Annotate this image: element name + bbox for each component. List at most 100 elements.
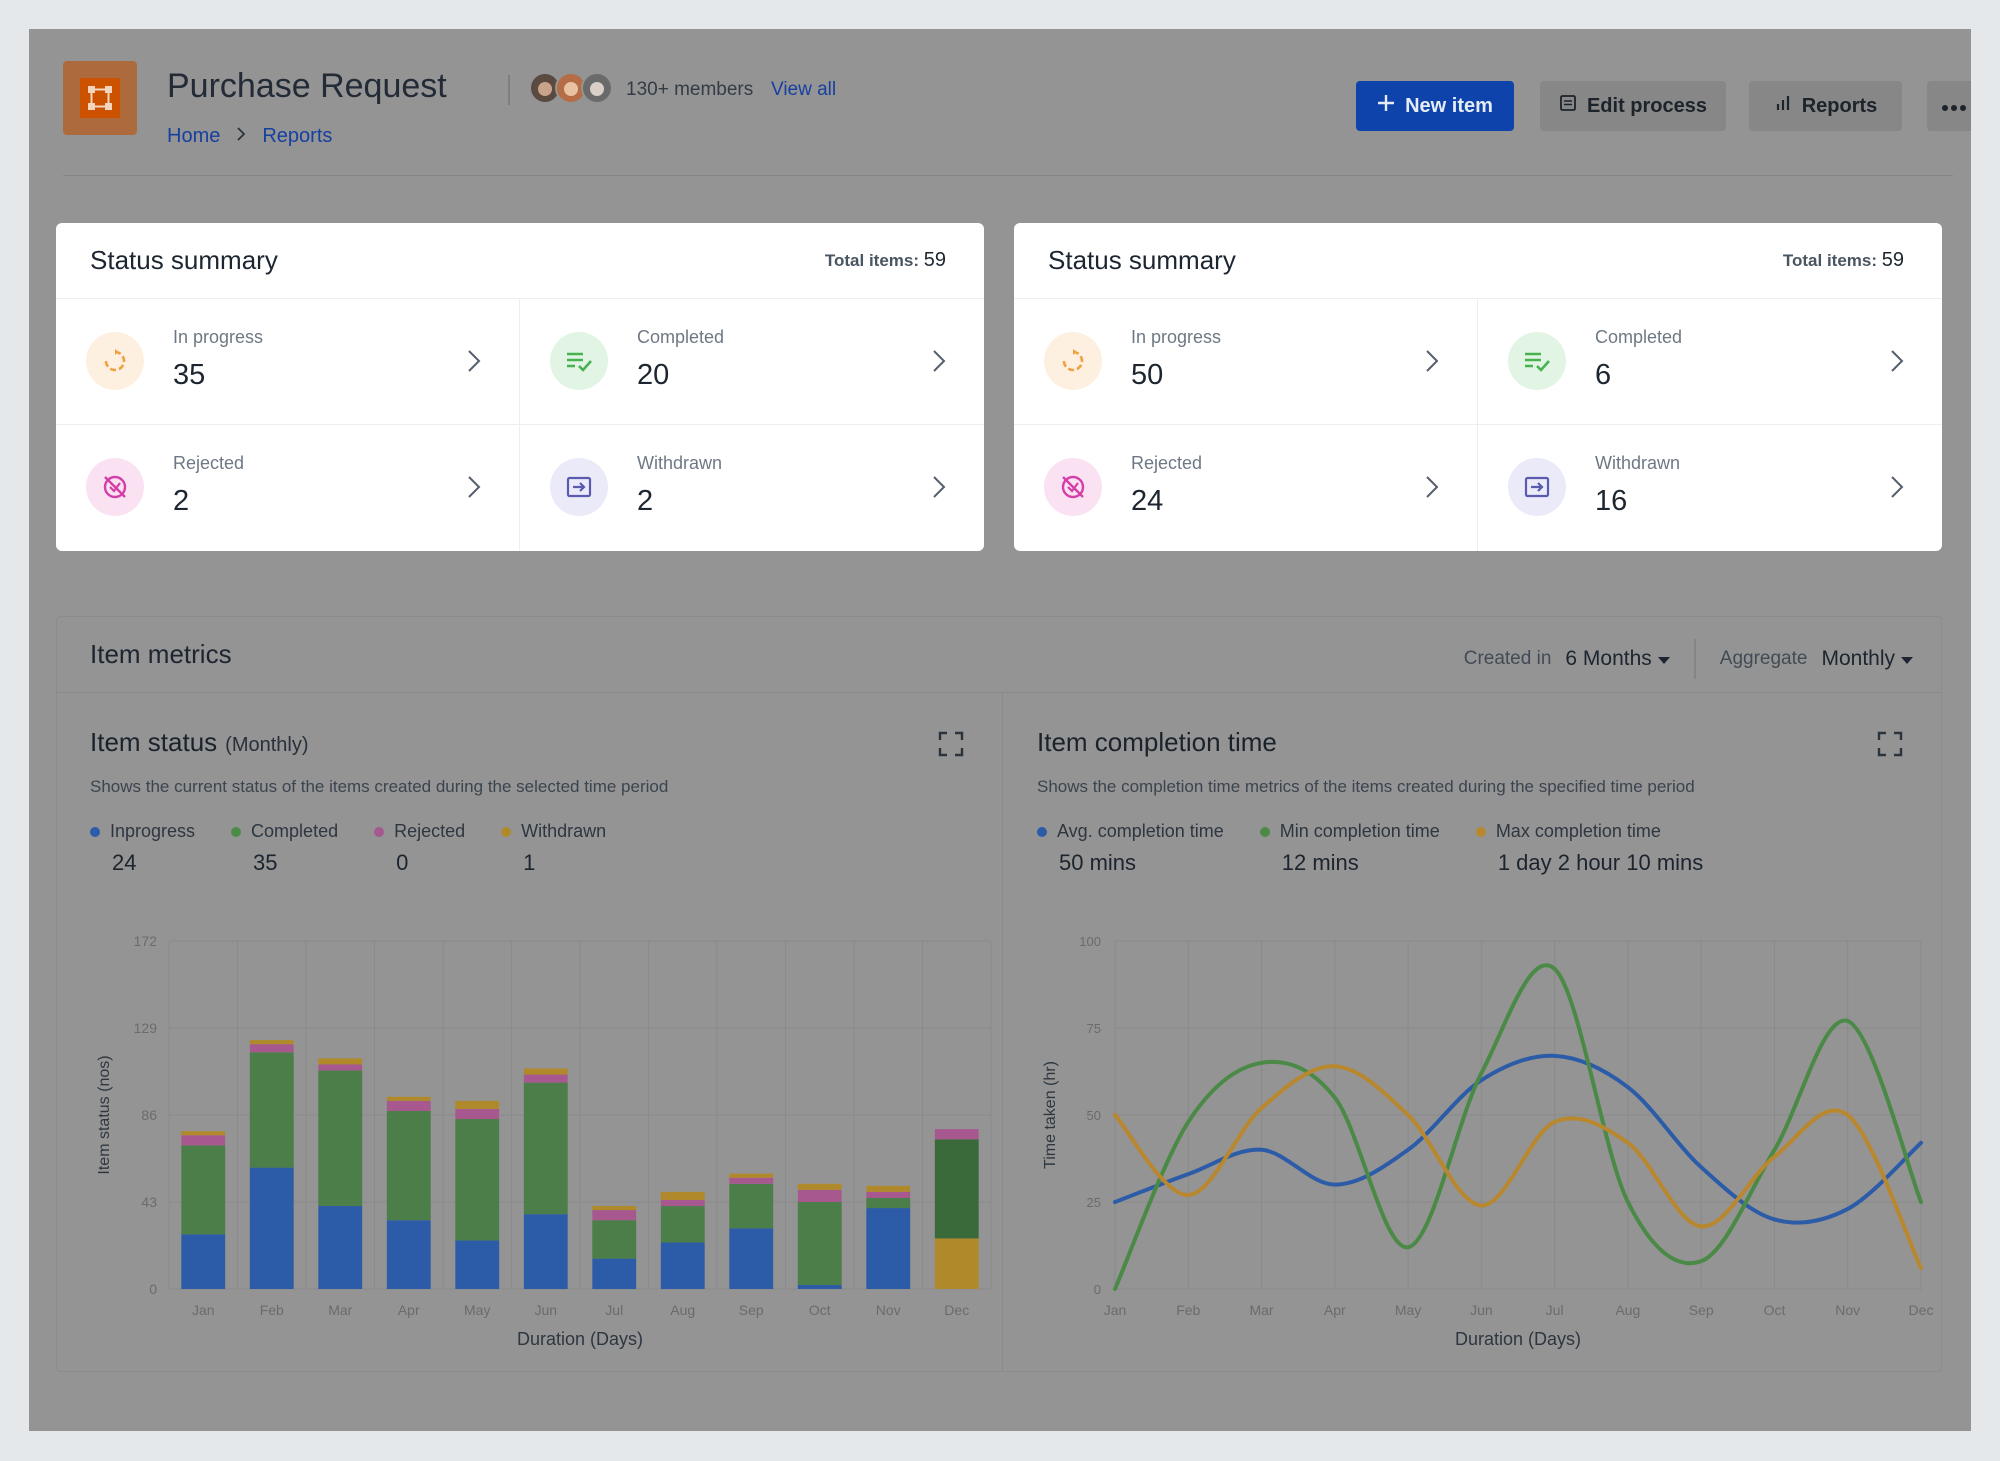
expand-icon[interactable] <box>1877 731 1903 757</box>
breadcrumb-reports[interactable]: Reports <box>262 125 333 147</box>
status-withdrawn[interactable]: Withdrawn 2 <box>520 425 984 551</box>
legend-value: 1 day 2 hour 10 mins <box>1497 850 1704 875</box>
status-value: 20 <box>637 359 670 391</box>
new-item-button[interactable]: New item <box>1356 81 1514 131</box>
chart-description: Shows the completion time metrics of the… <box>1037 777 1695 796</box>
bar-segment <box>797 1202 842 1285</box>
y-tick-label: 43 <box>141 1194 157 1210</box>
status-label: In progress <box>1131 327 1222 347</box>
caret-down-icon <box>1901 647 1913 671</box>
edit-process-button[interactable]: Edit process <box>1540 81 1726 131</box>
list-check-icon <box>550 332 608 390</box>
metrics-header: Item metrics Created in 6 Months Aggrega… <box>57 617 1941 693</box>
bar-segment <box>797 1183 842 1190</box>
x-tick-label: Mar <box>328 1302 352 1318</box>
series-line <box>1113 1053 1923 1225</box>
bar-segment <box>729 1228 774 1289</box>
item-status-title: Item status (Monthly) <box>90 727 309 758</box>
status-rejected[interactable]: Rejected 2 <box>56 425 520 551</box>
legend-label: Rejected <box>394 821 466 841</box>
bar-segment <box>660 1242 705 1289</box>
withdraw-icon <box>1508 458 1566 516</box>
status-value: 16 <box>1595 485 1628 517</box>
document-icon <box>1559 94 1577 118</box>
status-label: Withdrawn <box>637 453 723 473</box>
card-header: Status summary Total items: 59 <box>56 223 984 299</box>
metrics-title: Item metrics <box>90 639 232 669</box>
y-tick-label: 75 <box>1087 1021 1101 1036</box>
status-value: 6 <box>1595 359 1612 391</box>
status-withdrawn[interactable]: Withdrawn 16 <box>1478 425 1942 551</box>
status-completed[interactable]: Completed 6 <box>1478 299 1942 425</box>
bar-segment <box>934 1238 979 1289</box>
bar-segment <box>797 1284 842 1289</box>
status-in-progress[interactable]: In progress 50 <box>1014 299 1478 425</box>
legend-item-rejected[interactable]: Rejected 0 <box>374 821 465 876</box>
x-tick-label: Dec <box>1909 1302 1934 1318</box>
created-in-dropdown[interactable]: 6 Months <box>1565 647 1670 671</box>
bar-segment <box>866 1208 911 1289</box>
expand-icon[interactable] <box>938 731 964 757</box>
status-rejected[interactable]: Rejected 24 <box>1014 425 1478 551</box>
status-in-progress[interactable]: In progress 35 <box>56 299 520 425</box>
chevron-right-icon <box>1425 349 1439 378</box>
chart-description: Shows the current status of the items cr… <box>90 777 669 796</box>
legend-item-completed[interactable]: Completed 35 <box>231 821 338 876</box>
process-icon <box>80 78 120 118</box>
view-all-link[interactable]: View all <box>771 79 837 100</box>
bar-segment <box>866 1197 911 1209</box>
legend-label: Completed <box>251 821 339 841</box>
page-header: Purchase Request 130+ members View all H… <box>63 61 1971 176</box>
bar-segment <box>866 1185 911 1192</box>
status-label: Rejected <box>1131 453 1203 473</box>
status-label: Completed <box>1595 327 1683 347</box>
legend-item-withdrawn[interactable]: Withdrawn 1 <box>501 821 606 876</box>
status-value: 2 <box>637 485 654 517</box>
status-label: Rejected <box>173 453 245 473</box>
x-tick-label: Jan <box>1104 1302 1127 1318</box>
member-avatars[interactable] <box>529 72 613 104</box>
y-tick-label: 50 <box>1087 1108 1101 1123</box>
breadcrumb: Home Reports <box>167 125 332 148</box>
x-tick-label: Aug <box>670 1302 695 1318</box>
list-check-icon <box>1508 332 1566 390</box>
chart-legend: Inprogress 24 Completed 35 Rejected 0 Wi… <box>90 821 642 876</box>
status-completed[interactable]: Completed 20 <box>520 299 984 425</box>
y-axis-label: Time taken (hr) <box>1042 1061 1059 1169</box>
bar-segment <box>249 1052 294 1168</box>
bar-segment <box>455 1108 500 1120</box>
x-tick-label: May <box>464 1302 490 1318</box>
breadcrumb-home[interactable]: Home <box>167 125 221 147</box>
legend-item-avg[interactable]: Avg. completion time 50 mins <box>1037 821 1224 876</box>
bar-segment <box>523 1074 568 1083</box>
legend-item-min[interactable]: Min completion time 12 mins <box>1259 821 1440 876</box>
chevron-right-icon <box>236 125 246 148</box>
legend-dot <box>374 826 385 837</box>
x-tick-label: Apr <box>1324 1302 1346 1318</box>
bar-segment <box>866 1191 911 1198</box>
total-items-value: 59 <box>1881 249 1904 271</box>
series-line <box>1113 1064 1923 1271</box>
status-summary-card: Status summary Total items: 59 In progre… <box>56 223 984 551</box>
bar-segment <box>797 1189 842 1202</box>
legend-item-max[interactable]: Max completion time 1 day 2 hour 10 mins <box>1475 821 1704 876</box>
item-status-chart: 0 43 86 129 172 Jan Feb Mar Apr May Jun Jul Aug Sep Oc… <box>96 933 992 1349</box>
legend-item-inprogress[interactable]: Inprogress 24 <box>90 821 195 876</box>
legend-dot <box>1475 826 1486 837</box>
chevron-right-icon <box>1890 349 1904 378</box>
x-tick-label: Mar <box>1249 1302 1273 1318</box>
caret-down-icon <box>1657 647 1670 671</box>
legend-dot <box>501 826 512 837</box>
total-items: Total items: 59 <box>825 249 946 272</box>
reports-button[interactable]: Reports <box>1749 81 1902 131</box>
completion-time-title: Item completion time <box>1037 727 1277 757</box>
status-value: 50 <box>1131 359 1164 391</box>
more-options-button[interactable] <box>1927 81 1971 131</box>
x-tick-label: Feb <box>1176 1302 1200 1318</box>
legend-value: 24 <box>112 850 137 875</box>
bar-segment <box>249 1167 294 1289</box>
bar-segment <box>386 1100 431 1111</box>
aggregate-dropdown[interactable]: Monthly <box>1821 647 1913 671</box>
bar-segment <box>523 1068 568 1075</box>
y-tick-label: 0 <box>1094 1282 1101 1297</box>
